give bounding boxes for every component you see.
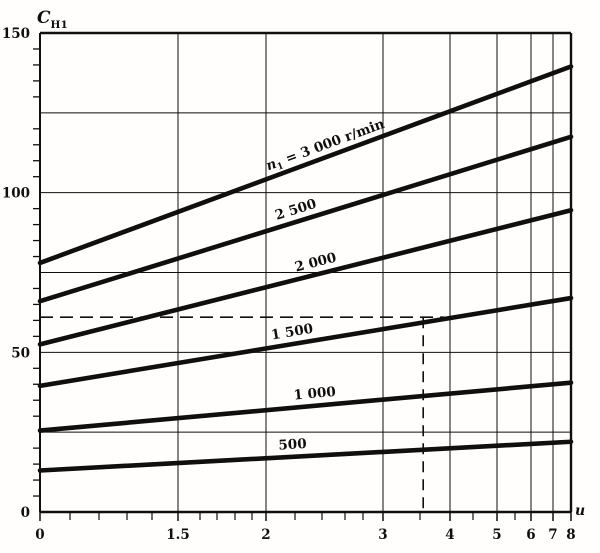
- y-axis-title: CH1: [37, 8, 68, 31]
- series-line-3000: [37, 64, 574, 266]
- series-label-2500: 2 500: [273, 196, 318, 224]
- series-line-500: [37, 439, 574, 473]
- y-tick-label-100: 100: [2, 186, 30, 202]
- series-line-2000: [37, 207, 574, 347]
- x-tick-label-0: 0: [35, 527, 44, 543]
- series-label-1000: 1 000: [293, 384, 337, 404]
- series-label-500: 500: [278, 436, 307, 454]
- y-tick-label-50: 50: [11, 345, 30, 361]
- series-label-1500: 1 500: [270, 321, 314, 344]
- series-line-1500: [37, 295, 574, 389]
- x-tick-label-5: 5: [492, 527, 501, 543]
- x-tick-label-6: 6: [526, 527, 535, 543]
- x-tick-label-1.5: 1.5: [166, 527, 190, 543]
- x-tick-label-7: 7: [548, 527, 557, 543]
- x-tick-label-8: 8: [566, 527, 575, 543]
- x-tick-label-2: 2: [261, 527, 270, 543]
- x-tick-label-4: 4: [445, 527, 454, 543]
- series-label-3000: n1 = 3 000 r/min: [264, 116, 388, 176]
- series-line-2500: [37, 134, 574, 304]
- x-tick-label-3: 3: [378, 527, 387, 543]
- x-axis-title: u: [575, 503, 585, 519]
- y-tick-label-0: 0: [21, 505, 30, 521]
- series-line-1000: [37, 380, 574, 433]
- y-tick-label-150: 150: [2, 26, 30, 42]
